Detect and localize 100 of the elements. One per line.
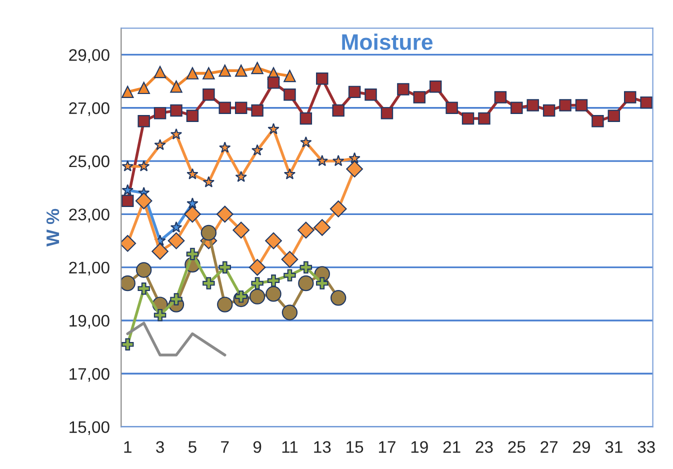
point: [267, 274, 280, 287]
point: [186, 248, 199, 260]
x-tick-label: 27: [540, 441, 558, 453]
x-tick-label: 9: [253, 441, 262, 453]
point: [332, 154, 344, 166]
y-tick-label: 21,00: [69, 262, 110, 276]
point: [462, 112, 474, 125]
point: [478, 112, 490, 125]
point: [575, 99, 588, 112]
point: [314, 219, 331, 236]
y-tick-label: 19,00: [70, 314, 110, 329]
point: [282, 304, 298, 320]
point: [234, 290, 248, 303]
point: [122, 160, 134, 172]
point: [284, 168, 296, 180]
point: [281, 250, 298, 268]
y-tick-label: 27,00: [69, 102, 110, 116]
point: [170, 104, 182, 117]
point: [251, 104, 264, 117]
point: [186, 168, 198, 180]
point: [152, 242, 168, 260]
point: [284, 269, 296, 282]
chart-title: Moisture: [342, 34, 433, 50]
point: [186, 67, 199, 80]
point: [217, 296, 233, 312]
point: [300, 136, 312, 148]
point: [413, 91, 426, 104]
point: [298, 222, 314, 239]
point: [266, 286, 282, 302]
point: [121, 275, 136, 292]
point: [268, 123, 280, 134]
x-tick-label: 23: [476, 441, 493, 453]
point: [640, 96, 652, 109]
point: [364, 88, 377, 101]
y-tick-label: 25,00: [69, 155, 110, 170]
x-tick-label: 1: [124, 441, 132, 453]
point: [154, 66, 166, 78]
point: [542, 104, 556, 117]
x-tick-label: 31: [605, 441, 622, 453]
point: [154, 107, 166, 120]
x-tick-label: 33: [638, 441, 655, 453]
point: [135, 192, 152, 210]
point: [219, 142, 231, 153]
point: [235, 170, 247, 182]
point: [316, 154, 328, 166]
point: [251, 144, 264, 156]
x-tick-label: 13: [314, 441, 331, 453]
point: [170, 293, 182, 306]
x-tick-label: 17: [378, 441, 396, 453]
y-tick-label: 15,00: [70, 421, 110, 435]
y-axis-title: W %: [46, 208, 60, 247]
x-tick-label: 5: [188, 441, 196, 453]
point: [138, 160, 150, 172]
point: [330, 200, 347, 218]
point: [170, 221, 182, 233]
point: [348, 152, 360, 164]
point: [200, 224, 217, 241]
point: [316, 277, 328, 290]
point: [284, 70, 296, 82]
point: [624, 91, 636, 104]
x-tick-label: 7: [221, 441, 229, 453]
x-tick-label: 21: [443, 441, 460, 453]
point: [168, 232, 185, 250]
y-tick-label: 17,00: [70, 368, 110, 382]
point: [494, 91, 507, 104]
point: [248, 258, 266, 276]
point: [218, 261, 231, 274]
point: [298, 275, 314, 292]
point: [429, 80, 442, 93]
point: [234, 102, 248, 114]
point: [122, 194, 134, 207]
point: [559, 99, 572, 112]
point: [397, 83, 410, 96]
point: [170, 128, 182, 140]
point: [592, 115, 604, 128]
point: [332, 104, 344, 117]
point: [234, 64, 248, 77]
point: [348, 86, 361, 98]
point: [510, 102, 523, 114]
y-tick-label: 23,00: [69, 208, 110, 222]
point: [186, 197, 198, 209]
point: [346, 160, 363, 178]
point: [218, 102, 231, 114]
x-tick-label: 15: [346, 441, 364, 453]
point: [249, 288, 266, 304]
x-tick-label: 3: [156, 441, 164, 453]
y-tick-label: 29,00: [69, 49, 110, 63]
point: [218, 64, 231, 77]
point: [267, 76, 280, 89]
point: [154, 309, 166, 322]
point: [138, 282, 150, 295]
point: [154, 138, 166, 150]
point: [380, 107, 394, 120]
x-tick-label: 11: [282, 441, 298, 453]
x-tick-label: 25: [508, 441, 526, 453]
point: [300, 261, 312, 274]
point: [232, 222, 250, 239]
point: [251, 62, 264, 74]
point: [122, 86, 134, 98]
point: [202, 176, 215, 188]
